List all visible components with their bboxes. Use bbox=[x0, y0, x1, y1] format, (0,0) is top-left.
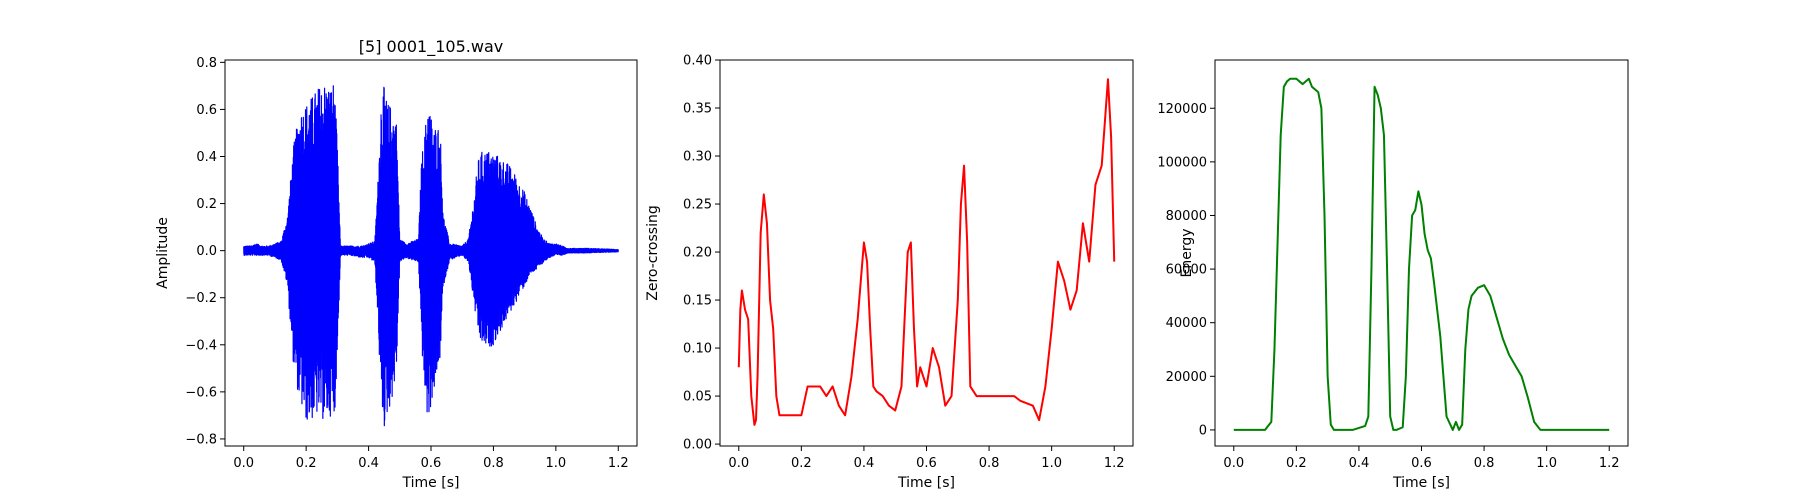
y-axis-label: Zero-crossing bbox=[645, 205, 661, 300]
x-tick-label: 0.2 bbox=[791, 456, 812, 471]
y-axis-label: Amplitude bbox=[155, 217, 171, 289]
y-tick-label: 40000 bbox=[1166, 316, 1207, 331]
x-axis-label: Time [s] bbox=[1392, 475, 1450, 491]
y-tick-label: 0.2 bbox=[196, 197, 217, 212]
y-tick-label: 0.40 bbox=[683, 54, 712, 69]
y-tick-label: 0.0 bbox=[196, 244, 217, 259]
y-tick-label: 100000 bbox=[1157, 155, 1207, 170]
x-axis-label: Time [s] bbox=[897, 475, 955, 491]
x-axis-label: Time [s] bbox=[402, 475, 460, 491]
zero-crossing-panel: 0.0 0.2 0.4 0.6 0.8 1.0 1.2 0.00 0.05 0.10 0.15 0.2… bbox=[645, 54, 1134, 491]
x-tick-label: 0.2 bbox=[296, 456, 317, 471]
y-tick-label: 0.4 bbox=[196, 150, 217, 165]
x-tick-label: 0.2 bbox=[1286, 456, 1307, 471]
x-tick-label: 1.2 bbox=[1599, 456, 1620, 471]
x-tick-label: 1.2 bbox=[608, 456, 629, 471]
series-line bbox=[243, 85, 619, 427]
y-tick-label: 0.6 bbox=[196, 103, 217, 118]
y-tick-label: −0.6 bbox=[185, 385, 217, 400]
y-tick-label: 0.05 bbox=[683, 390, 712, 405]
x-tick-label: 0.6 bbox=[916, 456, 937, 471]
energy-panel: 0.0 0.2 0.4 0.6 0.8 1.0 1.2 0 20000 40000 60000 800… bbox=[1157, 59, 1629, 491]
x-tick-label: 1.2 bbox=[1104, 456, 1125, 471]
x-tick-label: 0.8 bbox=[979, 456, 1000, 471]
y-tick-label: −0.2 bbox=[185, 291, 217, 306]
x-tick-label: 1.0 bbox=[1536, 456, 1557, 471]
y-axis-label: Energy bbox=[1179, 228, 1195, 277]
y-tick-label: −0.4 bbox=[185, 338, 217, 353]
x-tick-label: 0.8 bbox=[483, 456, 504, 471]
x-tick-label: 0.4 bbox=[854, 456, 875, 471]
y-tick-label: 0.30 bbox=[683, 150, 712, 165]
y-tick-label: 0 bbox=[1199, 423, 1207, 438]
chart-title: [5] 0001_105.wav bbox=[359, 37, 503, 57]
x-tick-label: 0.6 bbox=[421, 456, 442, 471]
y-tick-label: 0.15 bbox=[683, 294, 712, 309]
x-tick-label: 0.4 bbox=[1349, 456, 1370, 471]
y-tick-label: −0.8 bbox=[185, 432, 217, 447]
series-line bbox=[1233, 77, 1610, 431]
y-tick-label: 0.8 bbox=[196, 56, 217, 71]
series-line bbox=[737, 78, 1116, 426]
x-tick-label: 1.0 bbox=[1041, 456, 1062, 471]
y-tick-label: 0.25 bbox=[683, 198, 712, 213]
x-tick-label: 1.0 bbox=[546, 456, 567, 471]
y-tick-label: 0.20 bbox=[683, 246, 712, 261]
x-tick-label: 0.6 bbox=[1411, 456, 1432, 471]
y-tick-label: 20000 bbox=[1166, 370, 1207, 385]
y-tick-label: 0.10 bbox=[683, 342, 712, 357]
y-tick-label: 80000 bbox=[1166, 209, 1207, 224]
x-tick-label: 0.0 bbox=[1223, 456, 1244, 471]
x-tick-label: 0.0 bbox=[233, 456, 254, 471]
y-tick-label: 0.35 bbox=[683, 102, 712, 117]
y-tick-label: 120000 bbox=[1157, 102, 1207, 117]
y-tick-label: 0.00 bbox=[683, 438, 712, 453]
x-tick-label: 0.4 bbox=[358, 456, 379, 471]
amplitude-panel: 0.0 0.2 0.4 0.6 0.8 1.0 1.2 −0.8 −0.6 −0.4 −0.2 0.0… bbox=[155, 37, 638, 491]
x-tick-label: 0.8 bbox=[1474, 456, 1495, 471]
axes-frame bbox=[719, 59, 1134, 447]
x-tick-label: 0.0 bbox=[728, 456, 749, 471]
y-tick-label: 60000 bbox=[1166, 263, 1207, 278]
